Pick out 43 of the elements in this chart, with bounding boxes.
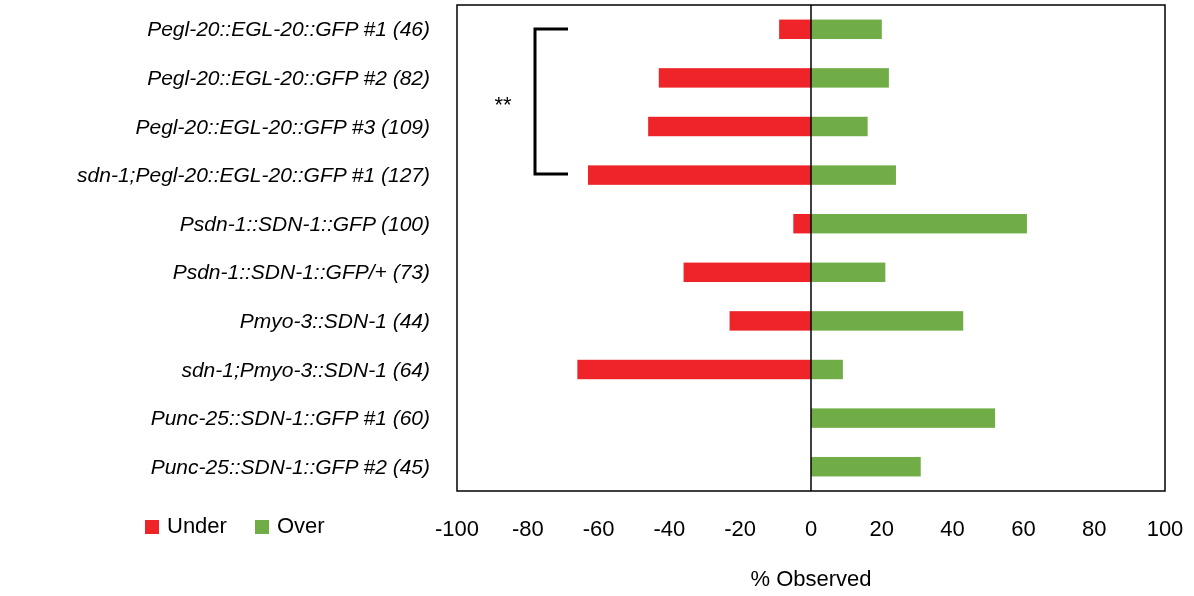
bar xyxy=(729,311,811,331)
bar xyxy=(658,68,811,88)
bar xyxy=(779,19,811,40)
bar xyxy=(587,165,811,185)
x-tick-label: 0 xyxy=(804,516,818,541)
x-tick-label: -40 xyxy=(653,516,686,541)
bar xyxy=(811,19,882,40)
x-axis-title: % Observed xyxy=(750,566,872,591)
x-tick-label: -80 xyxy=(511,516,544,541)
x-tick-label: -100 xyxy=(434,516,480,541)
legend-label: Under xyxy=(167,513,227,538)
x-tick-label: -20 xyxy=(724,516,757,541)
y-tick-label: Pegl-20::EGL-20::GFP #2 (82) xyxy=(147,65,430,89)
y-tick-label: Punc-25::SDN-1::GFP #1 (60) xyxy=(150,406,430,430)
y-tick-label: sdn-1;Pegl-20::EGL-20::GFP #1 (127) xyxy=(77,163,430,187)
bar xyxy=(811,311,964,331)
bar xyxy=(811,68,889,88)
bar xyxy=(648,116,811,137)
x-tick-label: 80 xyxy=(1081,516,1107,541)
bar xyxy=(811,165,896,185)
y-tick-label: Psdn-1::SDN-1::GFP/+ (73) xyxy=(172,260,430,284)
y-tick-label: Psdn-1::SDN-1::GFP (100) xyxy=(179,211,430,235)
y-tick-label: sdn-1;Pmyo-3::SDN-1 (64) xyxy=(181,357,430,381)
x-tick-label: 60 xyxy=(1011,516,1036,541)
bar xyxy=(811,456,921,477)
bar xyxy=(577,359,811,380)
bar xyxy=(811,213,1027,234)
annotation: ** xyxy=(494,92,512,117)
bar xyxy=(811,408,996,428)
x-tick-label: 100 xyxy=(1146,516,1184,541)
x-tick-label: -60 xyxy=(582,516,615,541)
bar xyxy=(811,116,868,137)
bar xyxy=(683,262,811,283)
x-tick-label: 40 xyxy=(940,516,965,541)
y-tick-label: Pmyo-3::SDN-1 (44) xyxy=(239,308,430,332)
y-tick-label: Pegl-20::EGL-20::GFP #3 (109) xyxy=(135,114,430,138)
y-tick-label: Pegl-20::EGL-20::GFP #1 (46) xyxy=(147,17,430,41)
legend-label: Over xyxy=(277,513,325,538)
x-tick-label: 20 xyxy=(869,516,895,541)
bar xyxy=(811,359,843,380)
bar xyxy=(793,213,811,234)
bar xyxy=(811,262,886,283)
y-tick-label: Punc-25::SDN-1::GFP #2 (45) xyxy=(150,454,430,478)
